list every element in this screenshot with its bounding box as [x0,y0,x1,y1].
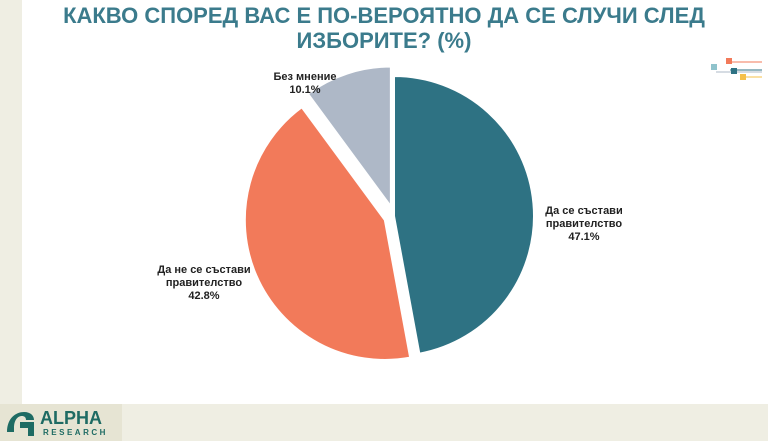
slice-label-govt-formed: Да се състави правителство 47.1% [524,205,644,244]
slice-label-line: правителство [545,218,623,230]
slice-label-value: 10.1% [289,84,321,96]
title-line-1: КАКВО СПОРЕД ВАС Е ПО-ВЕРОЯТНО ДА СЕ СЛУ… [63,3,705,28]
slice-label-line: Без мнение [273,71,337,83]
pie-slice-no-opinion [306,65,392,210]
slice-label-line: правителство [165,277,243,289]
title-line-2: ИЗБОРИТЕ? (%) [296,28,472,53]
slice-label-line: Да не се състави [157,264,251,276]
slice-label-govt-not-formed: Да не се състави правителство 42.8% [139,264,269,303]
logo-wordmark: ALPHA [40,408,102,428]
slice-label-no-opinion: Без мнение 10.1% [260,71,350,97]
alpha-logo-icon [7,412,34,436]
chart-title: КАКВО СПОРЕД ВАС Е ПО-ВЕРОЯТНО ДА СЕ СЛУ… [0,3,768,53]
slice-label-value: 47.1% [568,231,600,243]
decorative-squares-icon [711,58,762,80]
slice-label-line: Да се състави [545,205,623,217]
logo-subtitle: RESEARCH [43,428,108,437]
slice-label-value: 42.8% [188,290,220,302]
pie-slice-govt-formed [393,74,535,355]
pie-slice-govt-not-formed [243,105,412,361]
